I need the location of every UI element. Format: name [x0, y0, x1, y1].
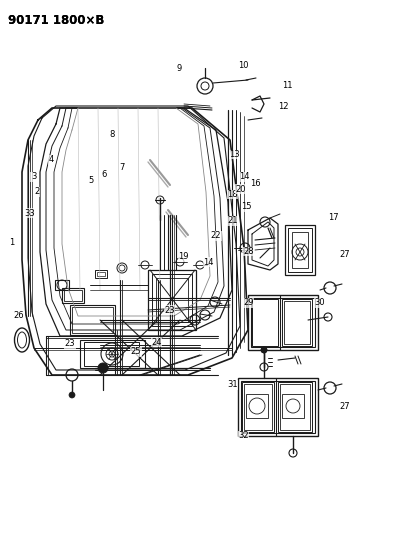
Bar: [252, 299, 278, 346]
Text: 2: 2: [35, 188, 40, 196]
Text: 90171 1800×B: 90171 1800×B: [8, 14, 104, 27]
Bar: [251, 298, 315, 347]
Bar: [288, 228, 312, 272]
Text: 28: 28: [243, 247, 253, 256]
Text: 33: 33: [24, 209, 35, 217]
Bar: [282, 299, 312, 346]
Text: 21: 21: [227, 216, 238, 225]
Text: 23: 23: [65, 340, 75, 348]
Text: 23: 23: [164, 306, 175, 314]
Circle shape: [98, 363, 108, 373]
Text: 25: 25: [131, 348, 141, 356]
Text: 4: 4: [48, 156, 54, 164]
Text: 11: 11: [282, 81, 293, 90]
Bar: [148, 270, 196, 330]
Text: 20: 20: [236, 185, 246, 193]
Bar: [241, 381, 315, 433]
Text: 16: 16: [250, 180, 260, 188]
Text: 17: 17: [328, 213, 338, 222]
Text: 5: 5: [88, 176, 93, 184]
Text: 26: 26: [14, 311, 24, 320]
Text: 3: 3: [31, 173, 36, 181]
Bar: [97, 272, 105, 276]
Text: 90171 1800×B: 90171 1800×B: [8, 14, 104, 27]
Text: 8: 8: [110, 130, 115, 139]
Bar: [282, 394, 304, 418]
Text: 14: 14: [204, 258, 214, 266]
Bar: [242, 382, 274, 432]
Text: 22: 22: [211, 231, 221, 240]
Bar: [72, 307, 113, 333]
Bar: [156, 278, 188, 322]
Bar: [64, 290, 82, 301]
Text: 9: 9: [177, 64, 182, 72]
Text: 14: 14: [239, 173, 249, 181]
Text: 7: 7: [119, 164, 125, 172]
Text: 15: 15: [241, 203, 251, 211]
Bar: [55, 280, 69, 290]
Text: 18: 18: [227, 190, 238, 199]
Text: 13: 13: [229, 150, 240, 159]
Text: 31: 31: [227, 381, 238, 389]
Circle shape: [261, 347, 267, 353]
Text: 19: 19: [178, 253, 188, 261]
Bar: [62, 288, 84, 303]
Bar: [95, 270, 107, 278]
Bar: [244, 384, 272, 430]
Text: 12: 12: [279, 102, 289, 111]
Circle shape: [69, 392, 75, 398]
Bar: [278, 382, 312, 432]
Bar: [292, 232, 308, 268]
Text: 10: 10: [238, 61, 249, 69]
Circle shape: [261, 347, 267, 353]
Text: 32: 32: [238, 432, 249, 440]
Bar: [280, 384, 310, 430]
Text: 29: 29: [243, 298, 253, 307]
Bar: [238, 378, 318, 436]
Bar: [285, 225, 315, 275]
Bar: [246, 394, 268, 418]
Text: 1: 1: [9, 238, 15, 247]
Bar: [84, 342, 139, 366]
Bar: [70, 305, 115, 335]
Text: 24: 24: [152, 338, 162, 346]
Bar: [248, 295, 318, 350]
Bar: [80, 340, 145, 368]
Bar: [152, 274, 192, 326]
Text: 30: 30: [315, 298, 325, 307]
Text: 27: 27: [340, 251, 350, 259]
Bar: [284, 301, 310, 344]
Text: 6: 6: [102, 171, 107, 179]
Text: 27: 27: [340, 402, 350, 410]
